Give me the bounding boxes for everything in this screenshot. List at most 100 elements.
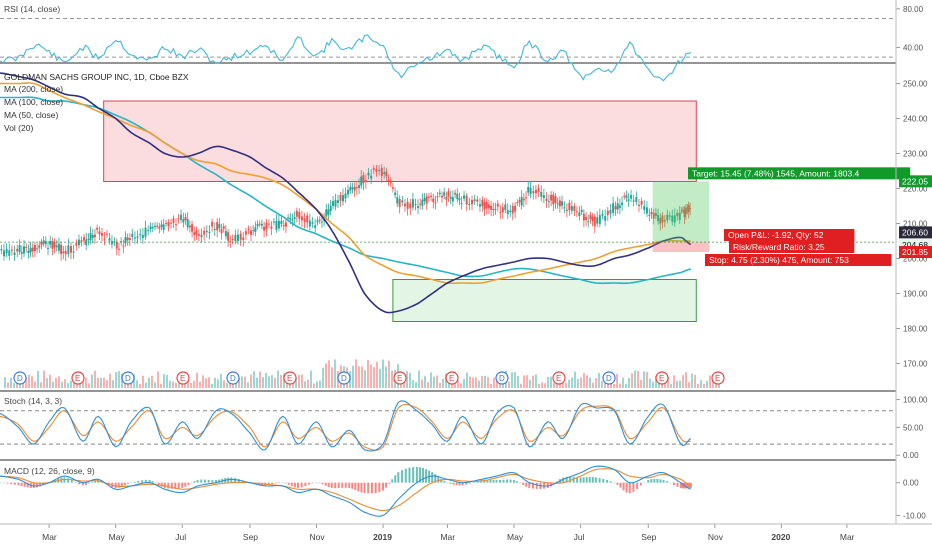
candle-body (229, 241, 232, 243)
volume-bar (319, 380, 321, 388)
candle-body (563, 207, 566, 209)
pane-price[interactable]: Target: 15.45 (7.48%) 1545, Amount: 1803… (0, 72, 911, 322)
volume-bar (370, 364, 372, 388)
candle-body (537, 187, 540, 193)
candle-body (684, 207, 687, 214)
macd-histogram-bar (632, 482, 635, 492)
pane-rsi[interactable]: RSI (14, close) (0, 4, 896, 64)
candle-body (375, 168, 378, 172)
volume-bar (220, 373, 222, 388)
macd-histogram-bar (2, 482, 5, 484)
candle-body (516, 202, 519, 204)
candle-body (47, 248, 50, 250)
macd-histogram-bar (337, 482, 340, 489)
macd-tick-label: 0.00 (903, 479, 919, 488)
candle-body (411, 199, 414, 208)
macd-legend: MACD (12, 26, close, 9) (4, 466, 95, 476)
macd-histogram-bar (215, 480, 218, 483)
volume-bar (325, 363, 327, 388)
price-badge-stop (899, 246, 932, 259)
volume-bar (556, 382, 558, 388)
candle-body (540, 191, 543, 197)
macd-histogram-bar (434, 474, 437, 483)
macd-histogram-bar (458, 482, 461, 486)
volume-bar (211, 383, 213, 388)
candle-body (490, 205, 493, 210)
volume-bar (61, 381, 63, 388)
candle-body (291, 219, 294, 221)
ma200-line (0, 96, 691, 285)
volume-bar (202, 375, 204, 388)
event-marker-label: E (75, 374, 80, 383)
candle-body (136, 236, 139, 238)
candle-body (27, 250, 30, 254)
candle-body (156, 225, 159, 227)
candle-body (218, 224, 221, 229)
volume-bar (121, 373, 123, 388)
candle-body (532, 191, 535, 194)
volume-bar (88, 383, 90, 388)
price-tick-label: 230.00 (903, 150, 928, 159)
candle-body (25, 247, 28, 249)
candle-body (153, 225, 156, 227)
volume-bar (244, 376, 246, 388)
volume-bar (499, 382, 501, 388)
volume-bar (637, 370, 639, 388)
macd-histogram-bar (196, 480, 199, 483)
time-tick-label: 2019 (373, 532, 392, 542)
volume-bar (82, 382, 84, 388)
event-marker-label: E (659, 374, 664, 383)
volume-bar (562, 382, 564, 388)
price-badge-current-label: 206.60 (902, 227, 928, 237)
pane-macd[interactable]: MACD (12, 26, close, 9) (0, 459, 896, 476)
candle-body (618, 205, 621, 208)
macd-histogram-bar (123, 482, 126, 486)
macd-histogram-bar (181, 482, 184, 488)
volume-bar (511, 372, 513, 388)
candle-body (394, 192, 397, 196)
volume-bar (223, 380, 225, 388)
macd-histogram-bar (94, 480, 97, 483)
candle-body (151, 227, 154, 229)
candle-body (527, 187, 530, 193)
candle-body (197, 234, 200, 236)
candle-body (115, 242, 118, 249)
dividend-marker-icon (226, 371, 240, 385)
candle-body (329, 205, 332, 212)
macd-histogram-bar (354, 482, 357, 491)
stoch-tick-label: 0.00 (903, 451, 919, 460)
price-tick-label: 240.00 (903, 115, 928, 124)
volume-bar (580, 377, 582, 388)
macd-histogram-bar (211, 480, 214, 483)
candle-body (122, 245, 125, 247)
volume-bar (298, 374, 300, 388)
candle-body (62, 251, 65, 253)
macd-signal-line (0, 468, 692, 512)
macd-histogram-bar (431, 472, 434, 483)
candle-body (478, 204, 481, 207)
candle-body (31, 247, 34, 252)
macd-histogram-bar (673, 482, 676, 485)
candle-body (440, 195, 443, 198)
volume-bar (271, 375, 273, 388)
volume-bar (361, 366, 363, 388)
stoch-d-line (0, 403, 691, 451)
candle-body (205, 230, 208, 233)
event-marker-label: E (715, 374, 720, 383)
candle-body (370, 175, 373, 179)
macd-histogram-bar (437, 476, 440, 483)
pane-stochastic[interactable]: Stoch (14, 3, 3) (0, 390, 896, 406)
candle-body (57, 243, 60, 251)
candle-body (141, 235, 144, 239)
candle-body (585, 216, 588, 220)
candle-body (337, 200, 340, 204)
candle-body (378, 169, 381, 171)
macd-histogram-bar (348, 482, 351, 488)
macd-histogram-bar (293, 482, 296, 488)
candle-body (396, 197, 399, 204)
volume-bar (433, 376, 435, 388)
macd-histogram-bar (148, 480, 151, 483)
volume-bar (646, 371, 648, 388)
candle-body (175, 224, 178, 226)
macd-histogram-bar (412, 467, 415, 483)
